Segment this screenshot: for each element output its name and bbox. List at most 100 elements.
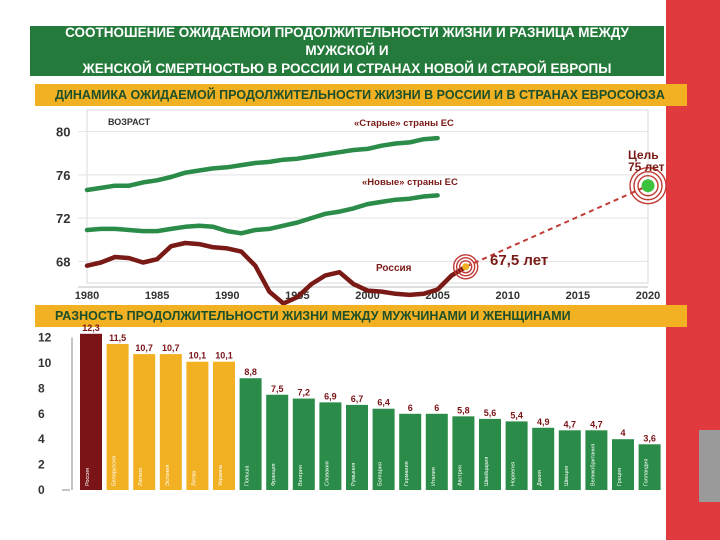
current-marker-ring: [458, 260, 473, 274]
series-line: [84, 193, 440, 236]
bar: [612, 439, 634, 490]
bar: [505, 421, 528, 490]
y-tick-label: 2: [38, 458, 45, 472]
series-line: [84, 240, 468, 306]
annotation-current: 67,5 лет: [490, 252, 548, 269]
y-tick-label: 0: [38, 483, 45, 497]
x-tick-label: 1985: [145, 290, 169, 302]
bar-value-label: 10,7: [162, 343, 180, 353]
bar-category-label: Дания: [537, 470, 543, 486]
bar-category-label: Франция: [271, 463, 277, 486]
bar-value-label: 5,8: [457, 405, 470, 415]
bar-value-label: 4,7: [590, 419, 603, 429]
bar-category-label: Польша: [245, 465, 251, 486]
y-tick-label: 68: [56, 254, 70, 269]
y-axis-label: ВОЗРАСТ: [108, 117, 151, 127]
bar: [133, 354, 156, 490]
x-tick-label: 2010: [496, 290, 520, 302]
bar: [425, 413, 448, 490]
bar: [532, 427, 555, 490]
target-marker-ring: [637, 174, 659, 197]
y-tick-label: 8: [38, 381, 45, 395]
bar-value-label: 4: [620, 428, 625, 438]
target-marker-ring: [633, 170, 663, 201]
forecast-line: [465, 184, 649, 268]
bar-value-label: 6,4: [377, 398, 390, 408]
y-tick-label: 80: [56, 125, 70, 140]
bar-category-label: Эстония: [165, 465, 171, 486]
bar: [479, 418, 501, 490]
y-tick-label: 6: [38, 407, 45, 421]
bar-category-label: Греция: [617, 468, 623, 486]
y-tick-label: 72: [56, 211, 70, 226]
bar: [159, 354, 182, 490]
bar: [80, 333, 102, 490]
y-tick-label: 76: [56, 168, 70, 183]
current-marker-dot: [462, 263, 470, 271]
bar-category-label: Норвегия: [511, 462, 517, 486]
bar-category-label: Швейцария: [483, 457, 490, 486]
bar-value-label: 4,9: [537, 417, 550, 427]
slide-title-line1: СООТНОШЕНИЕ ОЖИДАЕМОЙ ПРОДОЛЖИТЕЛЬНОСТИ …: [65, 25, 629, 58]
bar-value-label: 6: [434, 403, 439, 413]
bar-category-label: Германия: [404, 461, 410, 486]
current-marker-ring: [452, 254, 479, 280]
bar-value-label: 5,6: [484, 408, 497, 418]
target-marker-dot: [641, 179, 655, 193]
bar-value-label: 10,1: [215, 351, 233, 361]
bar-category-label: Белоруссия: [112, 456, 118, 486]
y-tick-label: 4: [38, 432, 45, 446]
line-chart-title: ДИНАМИКА ОЖИДАЕМОЙ ПРОДОЛЖИТЕЛЬНОСТИ ЖИЗ…: [35, 84, 687, 106]
bar-value-label: 10,1: [189, 351, 207, 361]
bar-category-label: Болгария: [378, 462, 384, 486]
bar-value-label: 12,3: [82, 323, 100, 333]
bar: [266, 394, 289, 490]
bar-value-label: 6,9: [324, 391, 337, 401]
annotation-target-line1: Цель: [628, 148, 659, 162]
bar: [585, 430, 608, 490]
x-tick-label: 1980: [75, 290, 99, 302]
bar: [372, 408, 395, 490]
bar-category-label: Латвия: [138, 468, 144, 486]
bar: [558, 430, 581, 490]
series-label: «Новые» страны ЕС: [362, 177, 458, 188]
bar: [239, 378, 262, 490]
annotation-target-line2: 75 лет: [628, 160, 665, 174]
bar-value-label: 5,4: [510, 410, 523, 420]
bar-value-label: 6,7: [351, 394, 364, 404]
bar-value-label: 7,5: [271, 384, 284, 394]
y-tick-label: 12: [38, 331, 52, 345]
plot-area: [86, 109, 649, 284]
bar-category-label: Голландия: [644, 459, 650, 486]
bar: [292, 398, 315, 490]
bar-value-label: 11,5: [109, 333, 126, 343]
bar-category-label: Словакия: [324, 461, 330, 486]
bar: [638, 444, 661, 490]
x-tick-label: 1990: [215, 290, 239, 302]
series-label: Россия: [376, 263, 412, 274]
bar-value-label: 6: [408, 403, 413, 413]
slide-title: СООТНОШЕНИЕ ОЖИДАЕМОЙ ПРОДОЛЖИТЕЛЬНОСТИ …: [30, 25, 664, 76]
x-tick-label: 2015: [566, 290, 590, 302]
slide-title-line2: ЖЕНСКОЙ СМЕРТНОСТЬЮ В РОССИИ И СТРАНАХ Н…: [82, 61, 612, 76]
bar-value-label: 4,7: [564, 419, 577, 429]
bar: [319, 402, 342, 490]
bar-category-label: Швеция: [564, 466, 570, 486]
bar-category-label: Венгрия: [298, 465, 304, 486]
bar: [346, 404, 368, 490]
bar-category-label: Австрия: [457, 465, 463, 486]
bar-category-label: Литва: [191, 470, 197, 486]
bar-value-label: 3,6: [643, 433, 656, 443]
bar-value-label: 8,8: [244, 367, 257, 377]
series-line: [84, 135, 440, 193]
bar-category-label: Россия: [85, 468, 91, 486]
series-label: «Старые» страны ЕС: [354, 118, 454, 129]
bar: [186, 361, 209, 490]
bar: [106, 343, 129, 490]
bar: [399, 413, 422, 490]
bar: [213, 361, 235, 490]
bar-category-label: Италия: [431, 467, 437, 486]
bar-value-label: 10,7: [135, 343, 153, 353]
